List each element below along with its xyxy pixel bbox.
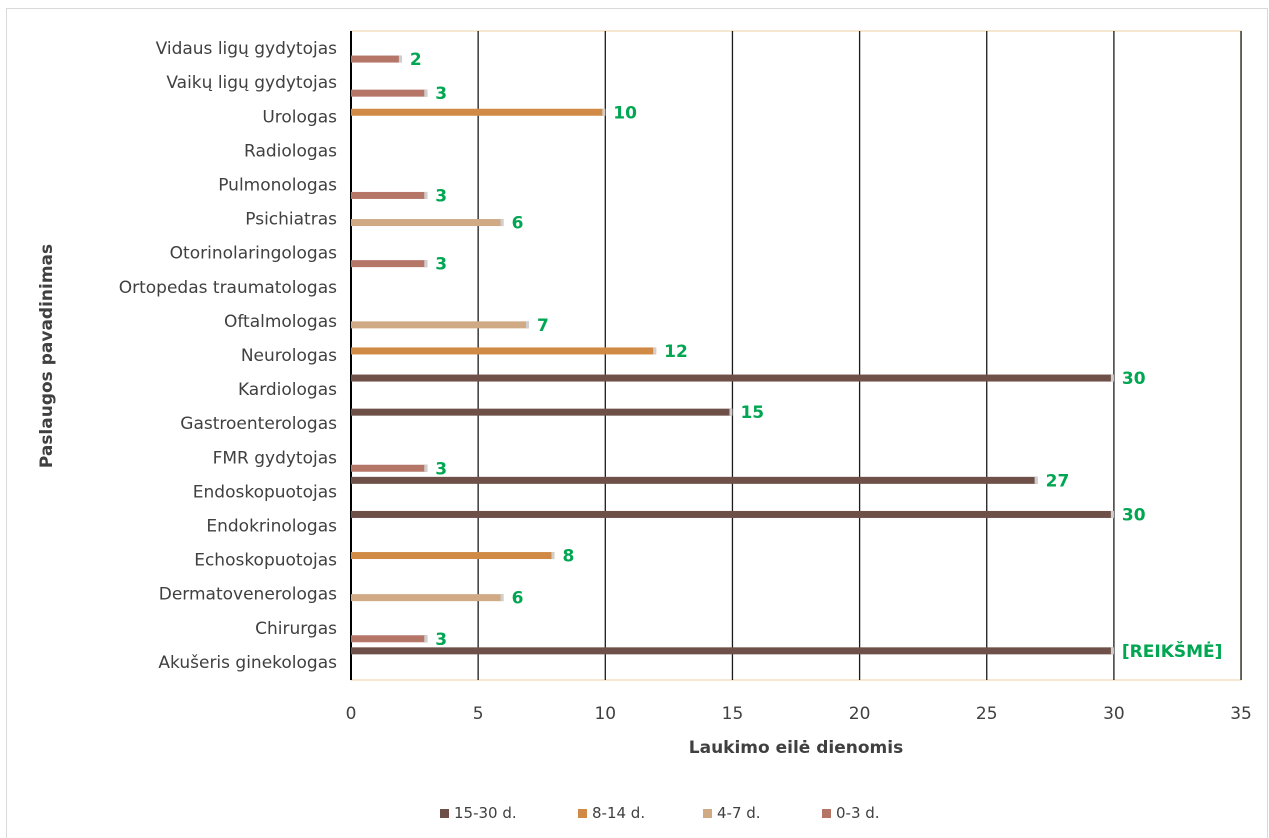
- data-label: 7: [537, 316, 549, 336]
- bar-end-cap: [424, 191, 428, 199]
- x-tick-label: 20: [849, 704, 871, 724]
- legend-label: 8-14 d.: [592, 804, 645, 822]
- data-label: 10: [613, 103, 637, 123]
- x-tick-label: 35: [1230, 704, 1252, 724]
- bar-end-cap: [500, 594, 504, 602]
- x-tick-label: 5: [473, 704, 484, 724]
- category-label: Dermatovenerologas: [159, 585, 337, 605]
- bar: [351, 191, 428, 199]
- category-label: Endokrinologas: [206, 516, 337, 536]
- category-label: Chirurgas: [255, 619, 337, 639]
- bar-end-cap: [1110, 510, 1114, 518]
- bar-end-cap: [1110, 647, 1114, 655]
- plot-area-border: [350, 30, 1242, 681]
- data-label: 2: [410, 50, 422, 70]
- category-label: Psichiatras: [245, 210, 337, 230]
- category-label: Radiologas: [244, 141, 337, 161]
- legend-label: 0-3 d.: [836, 804, 880, 822]
- data-label: 3: [435, 459, 447, 479]
- legend-swatch: [703, 809, 712, 818]
- category-labels: Vidaus ligų gydytojas Vaikų ligų gydytoja…: [119, 39, 337, 673]
- data-label: 30: [1122, 369, 1146, 389]
- bar-end-cap: [1110, 374, 1114, 382]
- data-label: 15: [740, 403, 764, 423]
- data-label: 3: [435, 186, 447, 206]
- data-label: 3: [435, 630, 447, 650]
- category-label: FMR gydytojas: [213, 448, 338, 468]
- bar-end-cap: [551, 552, 555, 560]
- legend: 15-30 d. 8-14 d. 4-7 d. 0-3 d.: [440, 804, 880, 822]
- bar: [351, 476, 1038, 484]
- bar: [351, 260, 428, 268]
- category-label: Echoskopuotojas: [194, 551, 337, 571]
- bar: [351, 510, 1114, 518]
- bar: [351, 321, 530, 329]
- data-label: 3: [435, 84, 447, 104]
- bar: [351, 219, 504, 227]
- data-label: 8: [562, 547, 574, 567]
- bar-end-cap: [602, 108, 606, 116]
- bar-end-cap: [424, 464, 428, 472]
- bar: [351, 408, 733, 416]
- category-label: Kardiologas: [238, 380, 337, 400]
- data-label: [REIKŠMĖ]: [1122, 640, 1223, 662]
- category-label: Akušeris ginekologas: [158, 653, 337, 673]
- data-label: 6: [512, 589, 524, 609]
- legend-label: 4-7 d.: [717, 804, 761, 822]
- bar: [351, 647, 1114, 655]
- chart-frame: [6, 8, 1268, 838]
- category-label: Oftalmologas: [224, 312, 337, 332]
- x-tick-labels: 0 5 10 15 20 25 30 35: [346, 704, 1252, 724]
- category-label: Ortopedas traumatologas: [119, 278, 337, 298]
- bar: [351, 347, 657, 355]
- category-label: Vaikų ligų gydytojas: [166, 73, 337, 93]
- category-label: Pulmonologas: [218, 175, 337, 195]
- data-label: 30: [1122, 505, 1146, 525]
- x-tick-label: 0: [346, 704, 357, 724]
- bar: [351, 374, 1114, 382]
- data-label: 27: [1046, 471, 1070, 491]
- bar: [351, 552, 555, 560]
- y-axis-title: Paslaugos pavadinimas: [37, 244, 57, 468]
- legend-swatch: [822, 809, 831, 818]
- legend-swatch: [578, 809, 587, 818]
- bar: [351, 108, 606, 116]
- bar-end-cap: [424, 635, 428, 643]
- category-label: Urologas: [262, 107, 337, 127]
- bar-end-cap: [729, 408, 733, 416]
- bar-end-cap: [424, 89, 428, 97]
- bar-end-cap: [424, 260, 428, 268]
- legend-label: 15-30 d.: [454, 804, 517, 822]
- x-tick-label: 25: [976, 704, 998, 724]
- x-tick-label: 10: [594, 704, 616, 724]
- category-label: Gastroenterologas: [180, 414, 337, 434]
- category-label: Endoskopuotojas: [193, 482, 337, 502]
- bar: [351, 55, 402, 63]
- gridlines: [350, 31, 1242, 680]
- bars: [351, 55, 1114, 655]
- x-tick-label: 15: [722, 704, 744, 724]
- bar-end-cap: [526, 321, 530, 329]
- x-tick-label: 30: [1103, 704, 1125, 724]
- data-label: 6: [512, 214, 524, 234]
- bar-end-cap: [653, 347, 657, 355]
- data-label: 3: [435, 255, 447, 275]
- legend-swatch: [440, 809, 449, 818]
- bar: [351, 635, 428, 643]
- category-label: Otorinolaringologas: [170, 244, 337, 264]
- category-label: Neurologas: [241, 346, 337, 366]
- bar: [351, 464, 428, 472]
- x-axis-title: Laukimo eilė dienomis: [689, 738, 903, 758]
- bar: [351, 89, 428, 97]
- category-label: Vidaus ligų gydytojas: [156, 39, 338, 59]
- data-label: 12: [664, 342, 688, 362]
- bar: [351, 594, 504, 602]
- bar-end-cap: [398, 55, 402, 63]
- bar-end-cap: [1034, 476, 1038, 484]
- bar-end-cap: [500, 219, 504, 227]
